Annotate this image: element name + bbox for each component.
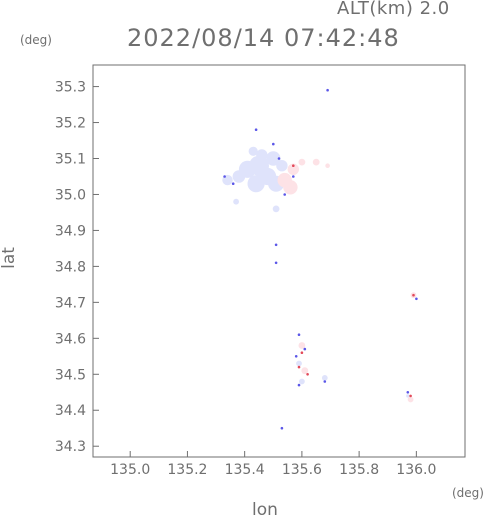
data-point-s0-15 (299, 378, 305, 385)
data-point-s0-10 (248, 146, 258, 156)
y-ticks: 34.3 34.4 34.5 34.6 34.7 34.8 34.9 35.0 35.1 35.2… (55, 80, 99, 455)
y-tick-label: 35.3 (55, 80, 86, 96)
data-point-s1-1 (283, 180, 298, 195)
y-unit-label: (deg) (20, 33, 52, 47)
data-point-s0-13 (296, 360, 302, 367)
y-tick-label: 35.1 (55, 152, 86, 168)
y-tick-label: 34.7 (55, 295, 86, 311)
data-point-s2-11 (294, 355, 298, 358)
data-point-s3-1 (300, 351, 304, 355)
x-tick-label: 135.6 (282, 462, 322, 478)
data-point-s1-3 (298, 158, 306, 166)
x-tick-label: 135.8 (339, 462, 379, 478)
data-point-s3-2 (297, 365, 301, 369)
data-point-s2-14 (323, 380, 327, 383)
data-point-s2-13 (297, 383, 301, 387)
data-point-s2-3 (272, 142, 275, 146)
data-point-s2-6 (283, 193, 287, 196)
data-point-s2-16 (415, 297, 418, 301)
y-tick-label: 34.4 (55, 403, 86, 419)
data-point-s2-7 (326, 88, 329, 92)
data-point-s0-14 (321, 375, 328, 381)
data-point-s2-1 (231, 182, 235, 185)
data-point-s2-9 (274, 261, 278, 265)
chart-title: 2022/08/14 07:42:48 (127, 24, 400, 52)
x-tick-label: 136.0 (396, 462, 436, 478)
y-tick-label: 35.0 (55, 187, 86, 203)
data-point-s2-10 (297, 333, 301, 337)
data-point-s0-12 (272, 205, 280, 213)
x-tick-label: 135.4 (225, 462, 265, 478)
data-point-s0-7 (256, 149, 268, 161)
x-tick-label: 135.0 (110, 462, 150, 478)
data-point-s3-3 (306, 373, 309, 376)
data-point-s3-5 (409, 394, 412, 398)
data-point-s1-7 (301, 367, 309, 375)
data-point-s2-0 (223, 175, 226, 178)
data-point-s0-11 (233, 198, 240, 205)
data-point-s0-9 (276, 160, 288, 172)
data-point-s1-9 (407, 396, 414, 403)
data-point-s1-4 (312, 158, 320, 166)
data-point-s2-5 (292, 175, 295, 178)
data-marks (222, 88, 418, 430)
y-tick-label: 34.9 (55, 223, 86, 239)
data-point-s1-5 (325, 163, 330, 168)
y-tick-label: 34.3 (55, 439, 86, 455)
data-point-s2-15 (406, 391, 410, 394)
y-tick-label: 34.8 (55, 259, 86, 275)
data-point-s1-2 (287, 163, 299, 175)
y-tick-label: 35.2 (55, 116, 86, 132)
data-point-s2-17 (280, 426, 284, 430)
data-point-s3-4 (412, 293, 415, 297)
y-tick-label: 34.6 (55, 331, 86, 347)
x-ticks: 135.0 135.2 135.4 135.6 135.8 136.0 (110, 451, 436, 478)
data-point-s2-12 (303, 347, 307, 351)
plot-frame (92, 64, 466, 458)
data-point-s0-8 (266, 151, 281, 166)
data-point-s2-2 (254, 128, 258, 131)
data-point-s0-16 (406, 394, 410, 398)
data-point-s1-6 (298, 342, 306, 349)
data-point-s2-4 (277, 157, 281, 160)
x-tick-label: 135.2 (167, 462, 207, 478)
data-point-s3-0 (292, 164, 295, 167)
data-point-s2-8 (274, 243, 278, 247)
y-tick-label: 34.5 (55, 367, 86, 383)
data-point-s0-6 (247, 175, 265, 193)
x-unit-label: (deg) (452, 486, 484, 500)
altitude-label: ALT(km) 2.0 (337, 0, 450, 19)
x-axis-label: lon (252, 500, 278, 520)
